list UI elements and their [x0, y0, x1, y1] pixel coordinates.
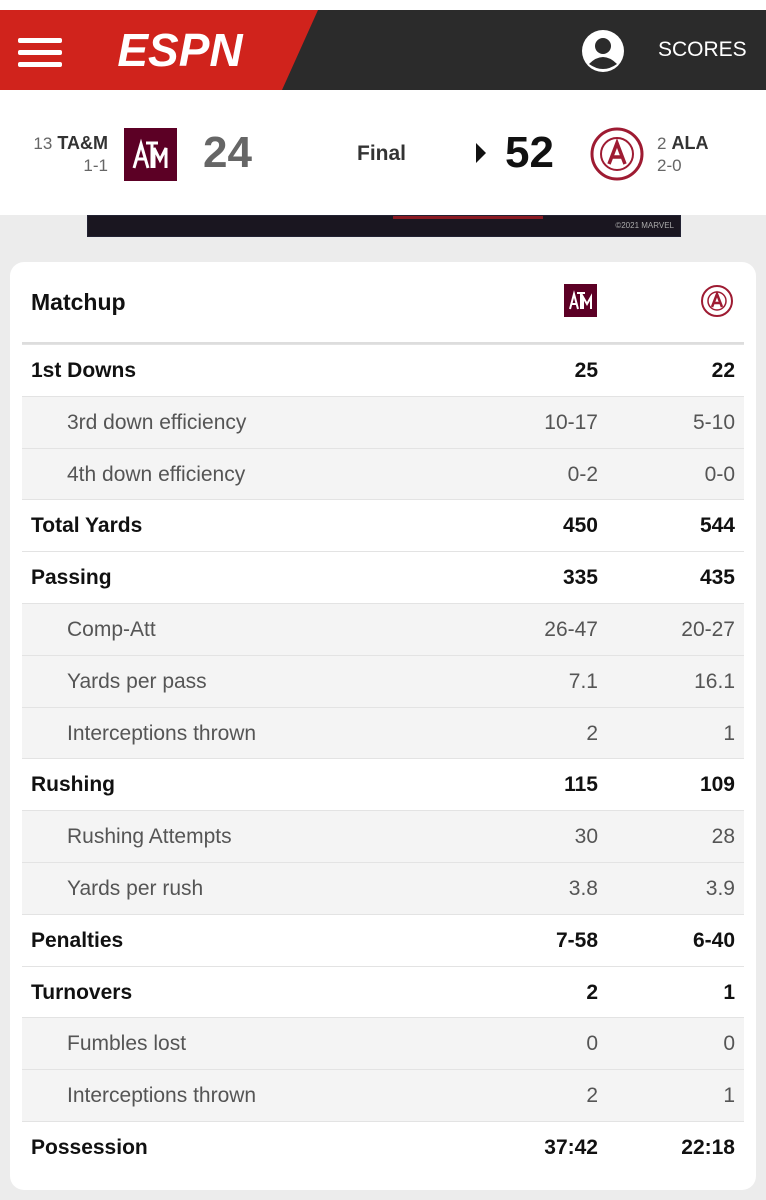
- table-title: Matchup: [31, 289, 126, 315]
- stat-label: Fumbles lost: [67, 1032, 187, 1056]
- stat-row: Total Yards 450 544: [22, 499, 744, 552]
- away-logo: [124, 128, 177, 181]
- stat-row: Turnovers 2 1: [22, 965, 744, 1018]
- home-value: 20-27: [681, 618, 735, 641]
- away-abbr: TA&M: [57, 133, 108, 153]
- away-value: 37:42: [544, 1136, 598, 1159]
- away-value: 3.8: [568, 877, 598, 900]
- away-value: 2: [586, 721, 598, 745]
- ad-banner[interactable]: ©2021 MARVEL: [87, 215, 681, 237]
- stat-row: Possession 37:42 22:18: [22, 1121, 744, 1173]
- ad-caption: ©2021 MARVEL: [615, 221, 674, 230]
- home-value: 1: [723, 721, 735, 745]
- home-value: 1: [723, 1084, 735, 1108]
- home-logo: [590, 127, 644, 181]
- stat-row: 3rd down efficiency 10-17 5-10: [22, 395, 744, 448]
- away-score: 24: [203, 128, 252, 177]
- home-value: 0: [723, 1032, 735, 1056]
- home-value: 16.1: [694, 669, 735, 693]
- stat-row: Yards per pass 7.1 16.1: [22, 654, 744, 707]
- brand-bg: ESPN: [0, 10, 318, 90]
- stat-label: Rushing Attempts: [67, 825, 232, 849]
- away-value: 7-58: [555, 928, 598, 952]
- away-value: 25: [574, 359, 598, 382]
- away-value: 2: [586, 980, 598, 1004]
- stat-row: Comp-Att 26-47 20-27: [22, 603, 744, 655]
- away-value: 0-2: [567, 462, 598, 486]
- home-value: 109: [699, 773, 735, 797]
- away-value: 115: [564, 773, 598, 797]
- away-value: 2: [586, 1084, 598, 1108]
- away-record: 1-1: [83, 156, 108, 175]
- header-divider: [22, 342, 744, 344]
- home-value: 28: [711, 825, 735, 849]
- home-value: 435: [699, 566, 735, 590]
- home-value: 544: [699, 514, 735, 538]
- stat-row: Yards per rush 3.8 3.9: [22, 862, 744, 914]
- stat-label: 3rd down efficiency: [67, 410, 247, 434]
- ad-accent: [393, 216, 543, 219]
- menu-icon[interactable]: [18, 38, 62, 67]
- away-value: 30: [574, 825, 598, 849]
- home-record: 2-0: [657, 156, 682, 175]
- away-value: 26-47: [544, 618, 598, 641]
- away-value: 10-17: [544, 410, 598, 434]
- stat-label: Yards per pass: [67, 669, 207, 693]
- home-value: 0-0: [704, 462, 735, 486]
- home-value: 6-40: [692, 928, 735, 952]
- stat-label: 1st Downs: [31, 359, 137, 382]
- stat-row: Interceptions thrown 2 1: [22, 706, 744, 759]
- stat-label: Yards per rush: [67, 877, 204, 900]
- home-score: 52: [505, 128, 554, 177]
- stat-row: Penalties 7-58 6-40: [22, 913, 744, 966]
- stat-row: Rushing 115 109: [22, 758, 744, 811]
- stat-row: Fumbles lost 0 0: [22, 1017, 744, 1070]
- stat-label: Rushing: [31, 773, 115, 797]
- stat-row: Rushing Attempts 30 28: [22, 810, 744, 863]
- top-bar: ESPN SCORES: [0, 10, 766, 90]
- away-value: 7.1: [568, 669, 598, 693]
- away-name: 13 TA&M: [22, 133, 108, 154]
- status-area: [0, 0, 766, 10]
- away-value: 450: [562, 514, 598, 538]
- matchup-card: Matchup 1st Downs 25 22 3rd down efficiency…: [10, 262, 756, 1190]
- stat-label: Possession: [31, 1136, 148, 1159]
- away-value: 0: [586, 1032, 598, 1056]
- game-status: Final: [357, 142, 407, 165]
- stat-row: Passing 335 435: [22, 551, 744, 604]
- stat-row: 4th down efficiency 0-2 0-0: [22, 447, 744, 500]
- stat-label: Total Yards: [31, 514, 143, 538]
- brand-logo[interactable]: ESPN: [117, 24, 243, 76]
- stat-row: Interceptions thrown 2 1: [22, 1069, 744, 1122]
- scoreboard: 13 TA&M 1-1 24 Final 52 2 ALA 2-0: [0, 90, 766, 215]
- away-value: 335: [562, 566, 598, 590]
- winner-arrow: [476, 143, 486, 163]
- scores-link[interactable]: SCORES: [658, 38, 747, 61]
- stat-label: 4th down efficiency: [67, 462, 246, 486]
- away-logo-small: [564, 284, 597, 317]
- away-rank: 13: [33, 134, 53, 153]
- home-value: 1: [723, 980, 735, 1004]
- home-value: 22: [711, 359, 735, 382]
- stat-label: Interceptions thrown: [67, 1084, 257, 1108]
- home-abbr: ALA: [671, 133, 709, 153]
- stat-label: Turnovers: [31, 980, 133, 1004]
- stat-label: Interceptions thrown: [67, 721, 257, 745]
- home-value: 5-10: [692, 410, 735, 434]
- stat-label: Passing: [31, 566, 112, 590]
- home-name: 2 ALA: [657, 133, 708, 154]
- stat-label: Comp-Att: [67, 618, 156, 641]
- home-value: 22:18: [681, 1136, 735, 1159]
- home-rank: 2: [657, 134, 667, 153]
- stat-row: 1st Downs 25 22: [22, 344, 744, 396]
- home-logo-small: [701, 285, 733, 317]
- stat-label: Penalties: [31, 928, 124, 952]
- account-icon[interactable]: [580, 28, 626, 74]
- home-value: 3.9: [705, 877, 735, 900]
